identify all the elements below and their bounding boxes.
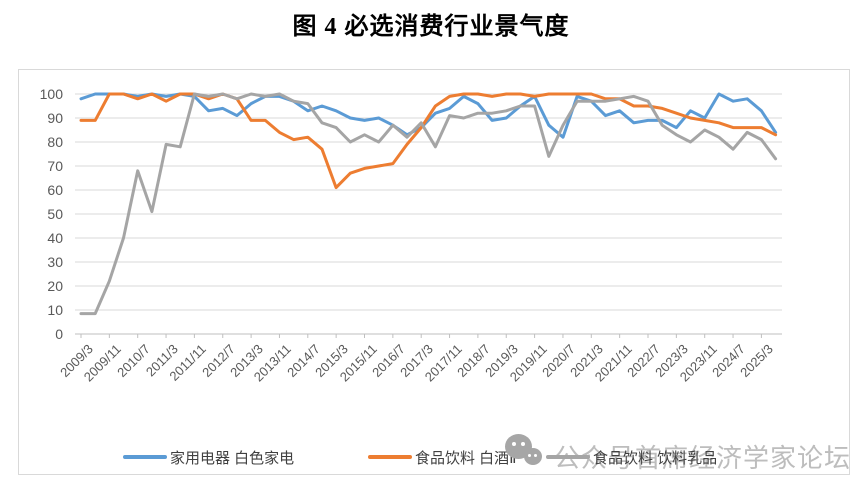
y-tick-label: 50 (47, 206, 63, 222)
y-tick-label: 10 (47, 302, 63, 318)
legend-marker-icon (368, 455, 412, 459)
legend-label: 食品饮料 白酒Ⅱ (415, 449, 517, 467)
series-line-1 (79, 92, 778, 190)
wechat-icon (505, 434, 545, 470)
y-tick-label: 40 (47, 230, 63, 246)
series-line-2 (79, 92, 778, 316)
legend-item-0: 家用电器 白色家电 (123, 448, 295, 467)
y-tick-label: 30 (47, 254, 63, 270)
legend-item-2: 食品饮料 饮料乳品 (546, 448, 718, 467)
chart-frame: 0 10 20 30 40 50 60 70 80 90 100 2009/3 2009/11 2010… (18, 69, 850, 475)
legend-label: 家用电器 白色家电 (170, 449, 295, 467)
y-tick-label: 20 (47, 278, 63, 294)
legend-item-1: 食品饮料 白酒Ⅱ (368, 448, 517, 467)
legend-marker-icon (546, 455, 590, 459)
y-tick-label: 0 (55, 326, 63, 342)
chart-title: 图 4 必选消费行业景气度 (292, 14, 570, 40)
y-tick-label: 80 (47, 134, 63, 150)
legend-label: 食品饮料 饮料乳品 (593, 449, 718, 467)
legend-marker-icon (123, 455, 167, 459)
y-tick-label: 60 (47, 182, 63, 198)
watermark-text: 公众号首席经济学家论坛 (554, 443, 852, 473)
y-tick-label: 90 (47, 110, 63, 126)
y-tick-label: 100 (39, 86, 63, 102)
y-tick-label: 70 (47, 158, 63, 174)
plot-area (75, 92, 782, 338)
